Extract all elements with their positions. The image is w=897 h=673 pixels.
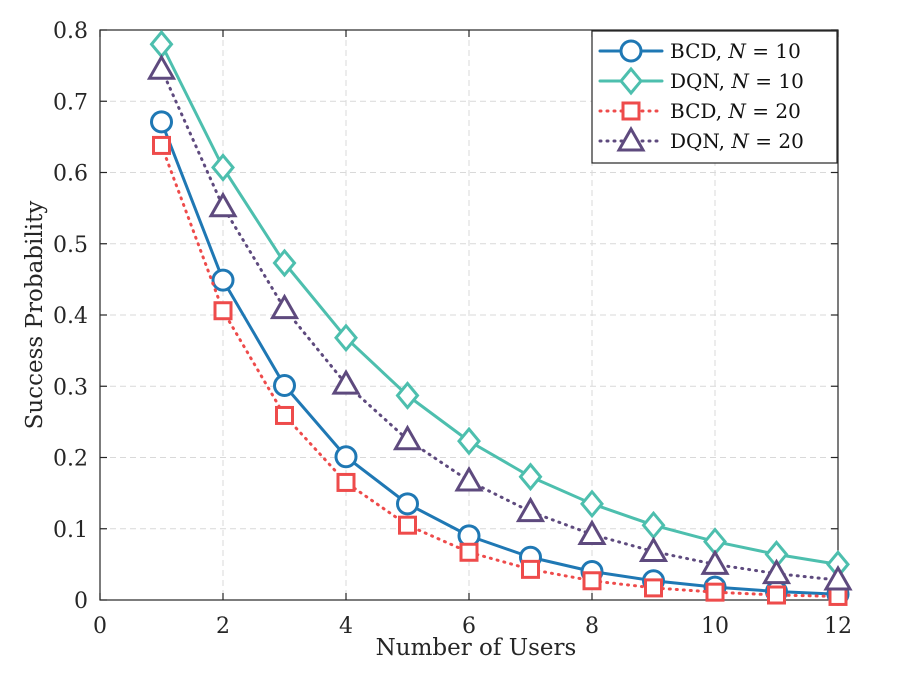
data-point (272, 248, 297, 278)
legend-label-prefix: DQN, (670, 69, 731, 93)
data-point (641, 510, 666, 540)
data-point (269, 293, 300, 320)
legend-item: DQN, N = 10 (598, 66, 804, 96)
legend-label-prefix: BCD, (670, 39, 728, 63)
legend-label-var: N (730, 129, 750, 153)
data-point (208, 191, 238, 218)
legend-label: BCD, N = 20 (670, 99, 801, 123)
data-point (392, 424, 423, 451)
data-point (334, 323, 358, 353)
legend-marker (621, 101, 641, 121)
y-tick-label: 0.6 (53, 162, 88, 187)
y-tick-label: 0 (74, 589, 88, 614)
data-point (213, 301, 233, 321)
series-line (160, 143, 840, 598)
legend-label-suffix: = 20 (749, 129, 804, 153)
y-tick-label: 0.1 (53, 518, 88, 543)
x-tick-label: 12 (824, 614, 852, 639)
data-point (457, 426, 481, 456)
legend-label: BCD, N = 10 (670, 39, 801, 63)
data-point (705, 582, 725, 602)
data-point (150, 110, 173, 134)
data-point (149, 29, 174, 59)
y-tick-label: 0.3 (53, 375, 88, 400)
legend-item: BCD, N = 20 (598, 99, 801, 123)
data-point (823, 565, 853, 591)
data-point (396, 492, 419, 516)
data-point (518, 462, 543, 492)
y-tick-label: 0.8 (53, 19, 88, 44)
x-axis-title: Number of Users (376, 635, 577, 661)
y-tick-label: 0.4 (53, 304, 88, 329)
data-point (152, 135, 171, 155)
y-axis-title: Success Probability (22, 201, 48, 430)
legend-marker (619, 66, 643, 96)
series-0 (150, 110, 850, 606)
data-point (334, 445, 358, 469)
data-point (275, 405, 294, 425)
x-tick-label: 2 (216, 614, 230, 639)
data-point (761, 558, 792, 585)
data-point (398, 515, 417, 535)
legend-label-suffix: = 10 (746, 39, 801, 63)
series-2 (152, 135, 848, 606)
data-point (700, 549, 730, 575)
data-point (146, 54, 177, 80)
y-tick-label: 0.5 (53, 233, 88, 258)
x-tick-label: 6 (462, 614, 476, 639)
data-point (336, 472, 356, 492)
legend-label-var: N (730, 69, 750, 93)
legend-label-var: N (727, 39, 747, 63)
data-point (331, 369, 361, 395)
legend-label-suffix: = 10 (749, 69, 804, 93)
legend-label-suffix: = 20 (746, 99, 801, 123)
ticks: 0 2 4 6 8 10 12 0 0.1 0.2 0.3 0.4 0.5 0.6 0.7 0.8 (53, 19, 852, 639)
series-line (160, 42, 840, 566)
legend-label-var: N (727, 99, 747, 123)
series-3 (146, 54, 853, 591)
y-tick-label: 0.7 (53, 90, 88, 115)
data-point (515, 496, 546, 523)
legend-marker (619, 39, 643, 63)
x-tick-label: 10 (701, 614, 729, 639)
x-tick-label: 0 (93, 614, 107, 639)
data-point (211, 268, 235, 292)
legend-marker (616, 125, 646, 152)
data-point (395, 381, 420, 410)
data-point (767, 585, 786, 605)
legend-item: BCD, N = 10 (598, 39, 801, 63)
series (146, 29, 853, 606)
data-point (582, 571, 602, 591)
legend-label: DQN, N = 10 (670, 69, 804, 93)
data-point (273, 374, 296, 398)
data-point (459, 542, 479, 562)
data-point (644, 578, 663, 598)
y-tick-label: 0.2 (53, 447, 88, 472)
data-point (828, 586, 848, 606)
data-point (577, 519, 607, 545)
data-point (580, 489, 604, 519)
data-point (211, 153, 235, 182)
data-point (638, 536, 669, 563)
legend-item: DQN, N = 20 (598, 125, 804, 153)
data-point (454, 465, 484, 492)
x-tick-label: 8 (585, 614, 599, 639)
legend-label: DQN, N = 20 (670, 129, 804, 153)
data-point (521, 559, 540, 579)
series-line (160, 120, 840, 596)
legend-label-prefix: BCD, (670, 99, 728, 123)
legend-label-prefix: DQN, (670, 129, 731, 153)
x-tick-label: 4 (339, 614, 353, 639)
